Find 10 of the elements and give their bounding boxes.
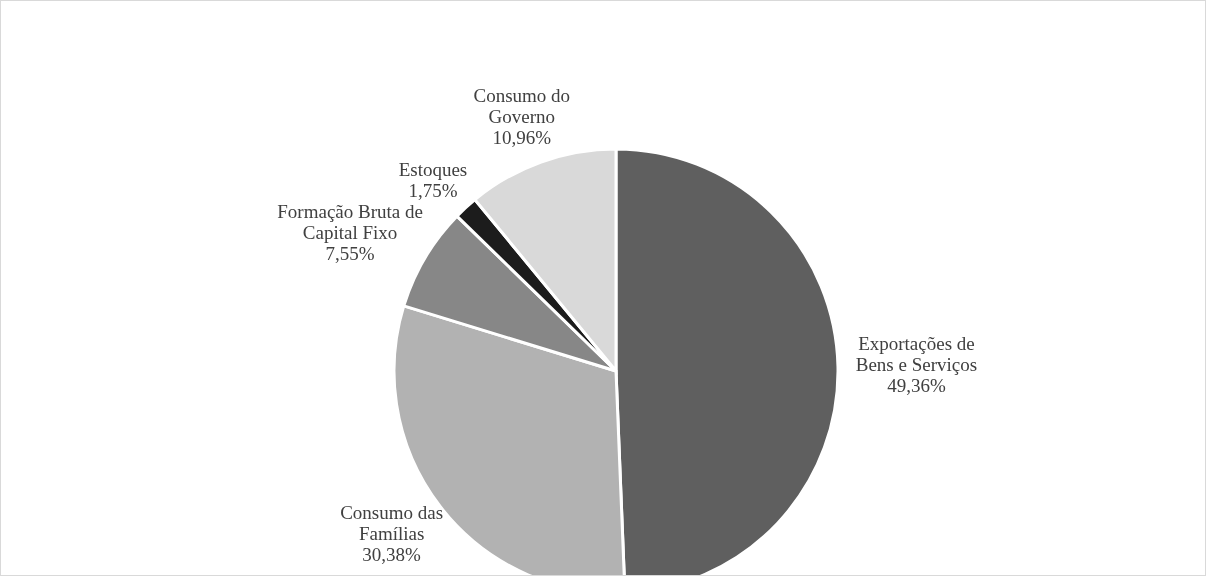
slice-label: Estoques (398, 159, 468, 181)
slice-label: Consumo das Famílias (340, 502, 444, 545)
slice-label: Formação Bruta de Capital Fixo (277, 200, 423, 243)
data-label: 49,36% (887, 374, 946, 396)
data-label: 10,96% (492, 126, 552, 148)
data-label: 7,55% (325, 242, 375, 264)
slice-label: Exportações de Bens e Serviços (855, 332, 978, 375)
slice-label: Consumo do Governo (473, 84, 571, 127)
data-label: 30,38% (362, 544, 422, 566)
data-label: 1,75% (408, 180, 458, 202)
